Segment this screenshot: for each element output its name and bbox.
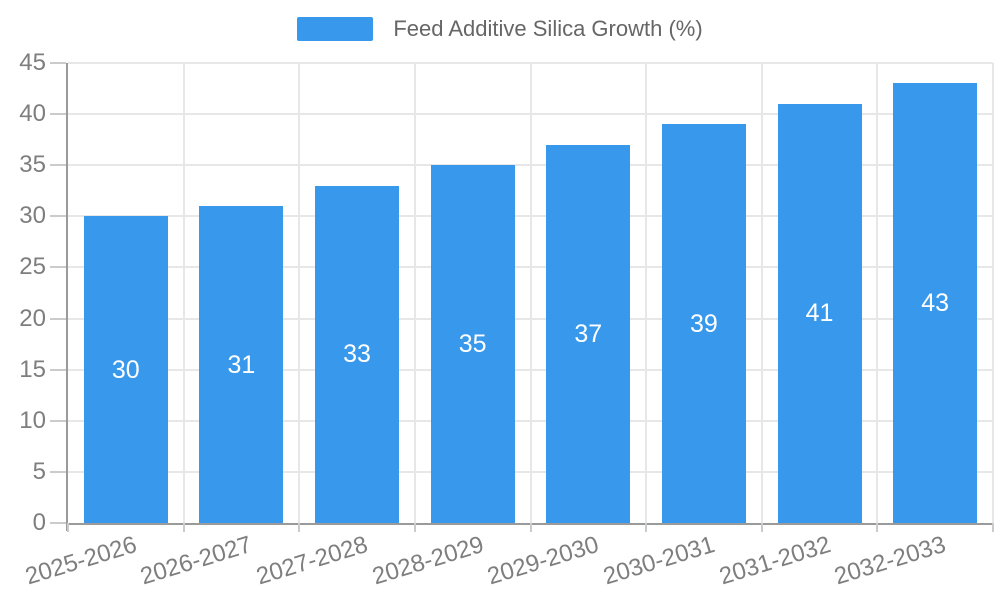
y-axis-line xyxy=(66,63,68,531)
bar-2029-2030[interactable]: 37 xyxy=(546,144,631,523)
y-tick-mark xyxy=(50,215,66,218)
bar-value-label: 30 xyxy=(111,355,140,384)
x-tick-mark xyxy=(67,523,69,532)
x-tick-mark xyxy=(876,523,879,532)
bar-value-label: 39 xyxy=(690,309,718,338)
y-tick-label: 10 xyxy=(19,406,46,434)
x-tick-mark xyxy=(529,523,532,532)
x-tick-mark xyxy=(992,523,994,532)
y-tick-label: 25 xyxy=(19,253,46,281)
bar-value-label: 35 xyxy=(458,330,487,359)
y-tick-label: 5 xyxy=(32,457,46,485)
y-tick-mark xyxy=(50,470,66,473)
y-tick-mark xyxy=(50,368,66,371)
x-tick-mark xyxy=(298,523,301,532)
bar-value-label: 33 xyxy=(343,340,371,369)
y-tick-mark xyxy=(50,164,66,167)
bar-2025-2026[interactable]: 30 xyxy=(83,216,168,523)
y-tick-label: 15 xyxy=(19,355,46,383)
v-gridline xyxy=(645,63,648,523)
bar-2031-2032[interactable]: 41 xyxy=(777,103,862,523)
legend[interactable]: Feed Additive Silica Growth (%) xyxy=(0,16,1000,42)
bar-value-label: 37 xyxy=(574,319,603,348)
y-tick-mark xyxy=(50,62,66,64)
legend-label: Feed Additive Silica Growth (%) xyxy=(393,16,703,41)
y-tick-mark xyxy=(50,419,66,422)
y-tick-label: 30 xyxy=(19,202,46,230)
y-tick-mark xyxy=(50,266,66,269)
y-tick-mark xyxy=(50,522,66,524)
y-tick-label: 35 xyxy=(19,151,46,179)
v-gridline xyxy=(182,63,185,523)
v-gridline xyxy=(760,63,763,523)
x-tick-mark xyxy=(645,523,648,532)
y-tick-label: 0 xyxy=(32,509,46,536)
plot-area: 30 31 33 35 37 39 41 43 xyxy=(66,62,994,531)
v-gridline xyxy=(876,63,879,523)
bar-2030-2031[interactable]: 39 xyxy=(661,124,746,523)
legend-swatch xyxy=(297,17,374,41)
y-tick-label: 20 xyxy=(19,304,46,332)
bar-2026-2027[interactable]: 31 xyxy=(199,206,284,523)
v-gridline xyxy=(529,63,532,523)
bar-2028-2029[interactable]: 35 xyxy=(430,165,515,523)
bar-2032-2033[interactable]: 43 xyxy=(893,83,978,523)
v-gridline xyxy=(413,63,416,523)
y-tick-mark xyxy=(50,113,66,116)
bar-value-label: 31 xyxy=(227,350,256,379)
bar-value-label: 41 xyxy=(805,299,834,328)
x-tick-mark xyxy=(413,523,416,532)
x-tick-mark xyxy=(182,523,185,532)
v-gridline xyxy=(298,63,301,523)
v-gridline xyxy=(992,63,994,523)
bar-2027-2028[interactable]: 33 xyxy=(315,185,400,523)
y-tick-mark xyxy=(50,317,66,320)
y-tick-label: 45 xyxy=(19,49,46,76)
x-tick-mark xyxy=(760,523,763,532)
y-tick-label: 40 xyxy=(19,100,46,128)
bar-value-label: 43 xyxy=(921,289,950,318)
